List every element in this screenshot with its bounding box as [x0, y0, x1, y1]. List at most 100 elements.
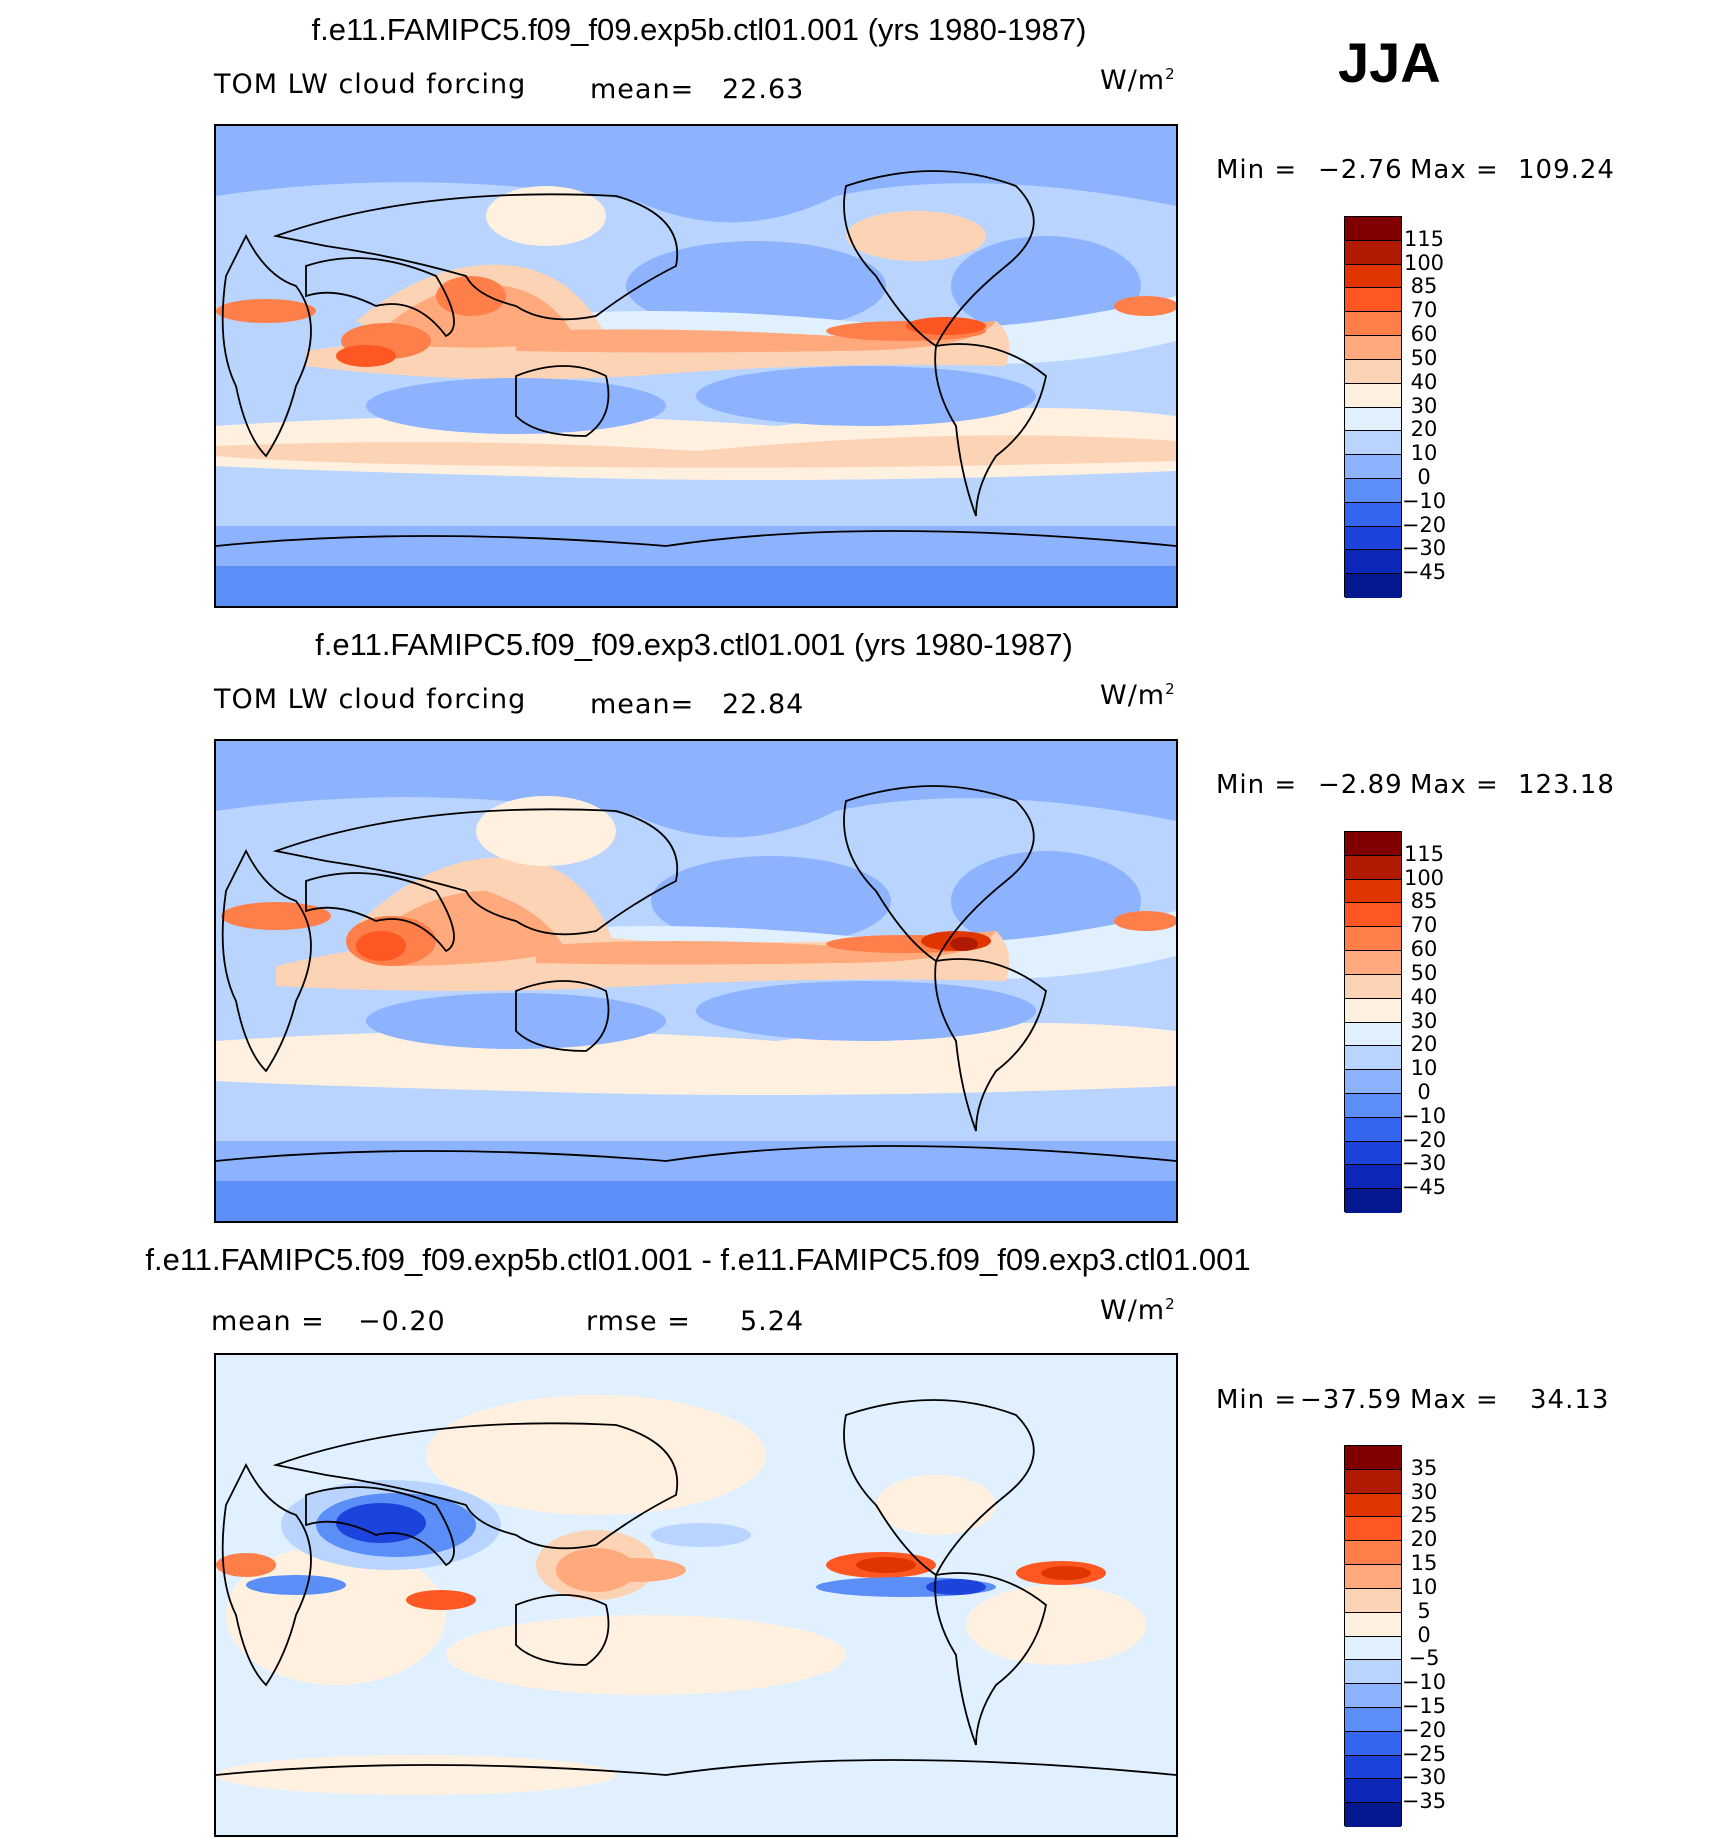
natl-subtropic [951, 236, 1141, 336]
colorbar-tick-label: −10 [1401, 1103, 1447, 1128]
panel1-title: f.e11.FAMIPC5.f09_f09.exp5b.ctl01.001 (y… [311, 12, 1087, 47]
colorbar-tick-label: −20 [1401, 1127, 1447, 1152]
colorbar-tick-label: 115 [1403, 226, 1445, 251]
panel3-colorbar [1344, 1445, 1402, 1827]
south-america-outline [934, 343, 1047, 517]
coastlines [216, 785, 1176, 1162]
panel2-mean-value: 22.84 [722, 689, 805, 720]
colorbar-tick-label: 100 [1403, 865, 1445, 890]
colorbar-cell [1345, 998, 1401, 1023]
panel2-field [216, 741, 1176, 1221]
colorbar-tick-label: −35 [1401, 1789, 1447, 1814]
colorbar-cell [1345, 1636, 1401, 1661]
wp-pos [586, 1558, 686, 1582]
colorbar-tick-label: 15 [1410, 1551, 1438, 1576]
antarctic-core [216, 1181, 1176, 1221]
colorbar-tick-label: −5 [1408, 1646, 1440, 1671]
colorbar-cell [1345, 1189, 1401, 1213]
panel1-variable: TOM LW cloud forcing [214, 69, 527, 100]
colorbar-tick-label: 10 [1410, 441, 1438, 466]
colorbar-tick-label: 100 [1403, 250, 1445, 275]
antarctica-outline [216, 1145, 1176, 1162]
colorbar-tick-label: 35 [1410, 1455, 1438, 1480]
eurasia-outline [272, 193, 679, 321]
colorbar-tick-label: 0 [1417, 1079, 1431, 1104]
colorbar-cell [1345, 951, 1401, 975]
season-label: JJA [1338, 31, 1441, 94]
coastlines [216, 1399, 1176, 1776]
colorbar-cell [1345, 1022, 1401, 1047]
sasia-60 [436, 276, 506, 316]
colorbar-cell [1345, 1469, 1401, 1494]
coastlines [216, 170, 1176, 547]
arabia-india-outline [305, 872, 455, 953]
colorbar-tick-label: −30 [1401, 536, 1447, 561]
sep-subtropic [696, 981, 1036, 1041]
ind-ocean-70 [336, 345, 396, 367]
natl-subtropic [951, 851, 1141, 951]
colorbar-tick-label: 25 [1410, 1503, 1438, 1528]
colorbar-tick-label: 85 [1410, 274, 1438, 299]
colorbar-tick-label: −10 [1401, 1670, 1447, 1695]
npac-subtropic [626, 241, 886, 331]
panel2-min-label: Min = [1216, 770, 1298, 800]
colorbar-cell [1345, 478, 1401, 503]
colorbar-tick-label: −30 [1401, 1151, 1447, 1176]
colorbar-cell [1345, 264, 1401, 289]
north-america-outline [843, 170, 1035, 348]
colorbar-cell [1345, 1493, 1401, 1518]
colorbar-tick-label: −10 [1401, 488, 1447, 513]
colorbar-cell [1345, 1165, 1401, 1190]
colorbar-tick-label: 10 [1410, 1574, 1438, 1599]
colorbar-tick-label: 30 [1410, 393, 1438, 418]
panel3-mean-label: mean = [211, 1306, 325, 1337]
cam-neg [926, 1579, 986, 1595]
atl-itcz [1114, 296, 1176, 316]
panel2-max-value: 123.18 [1518, 770, 1615, 800]
colorbar-tick-label: 115 [1403, 841, 1445, 866]
colorbar-tick-label: 10 [1410, 1056, 1438, 1081]
so-pos [216, 1755, 616, 1795]
colorbar-cell [1345, 1517, 1401, 1542]
panel2-mean-label: mean= [590, 689, 695, 720]
colorbar-tick-label: 0 [1417, 464, 1431, 489]
colorbar-cell [1345, 879, 1401, 904]
panel1-map [214, 124, 1178, 608]
colorbar-cell [1345, 336, 1401, 360]
itcz-50 [536, 931, 996, 965]
colorbar-cell [1345, 1707, 1401, 1732]
atl-itcz [1114, 911, 1176, 931]
australia-outline [515, 365, 610, 437]
cam-100 [950, 937, 978, 951]
colorbar-cell [1345, 240, 1401, 265]
colorbar-cell [1345, 1141, 1401, 1166]
colorbar-cell [1345, 1093, 1401, 1118]
asia-pos [426, 1395, 766, 1515]
panel1-mean-value: 22.63 [722, 74, 805, 105]
north-america-outline [843, 785, 1035, 963]
colorbar-cell [1345, 383, 1401, 408]
colorbar-tick-label: −45 [1401, 1175, 1447, 1200]
colorbar-cell [1345, 1117, 1401, 1142]
antarctica-outline [216, 530, 1176, 547]
panel1-mean-label: mean= [590, 74, 695, 105]
panel2-variable: TOM LW cloud forcing [214, 684, 527, 715]
panel2-units: W/m2 [1100, 680, 1176, 711]
asia-mid [486, 186, 606, 246]
colorbar-cell [1345, 1779, 1401, 1804]
colorbar-tick-label: −30 [1401, 1765, 1447, 1790]
itcz-50 [516, 321, 996, 353]
colorbar-tick-label: −20 [1401, 512, 1447, 537]
panel2-map [214, 739, 1178, 1223]
na-pos [876, 1475, 996, 1535]
so-storm-40 [216, 435, 1176, 468]
sio-pos [446, 1615, 846, 1695]
panel1-min-value: −2.76 [1318, 155, 1403, 185]
panel1-colorbar [1344, 216, 1402, 598]
colorbar-tick-label: 40 [1410, 984, 1438, 1009]
south-america-outline [934, 958, 1047, 1132]
colorbar-cell [1345, 312, 1401, 337]
south-america-outline [934, 1572, 1047, 1746]
colorbar-cell [1345, 1803, 1401, 1827]
colorbar-tick-label: 60 [1410, 937, 1438, 962]
